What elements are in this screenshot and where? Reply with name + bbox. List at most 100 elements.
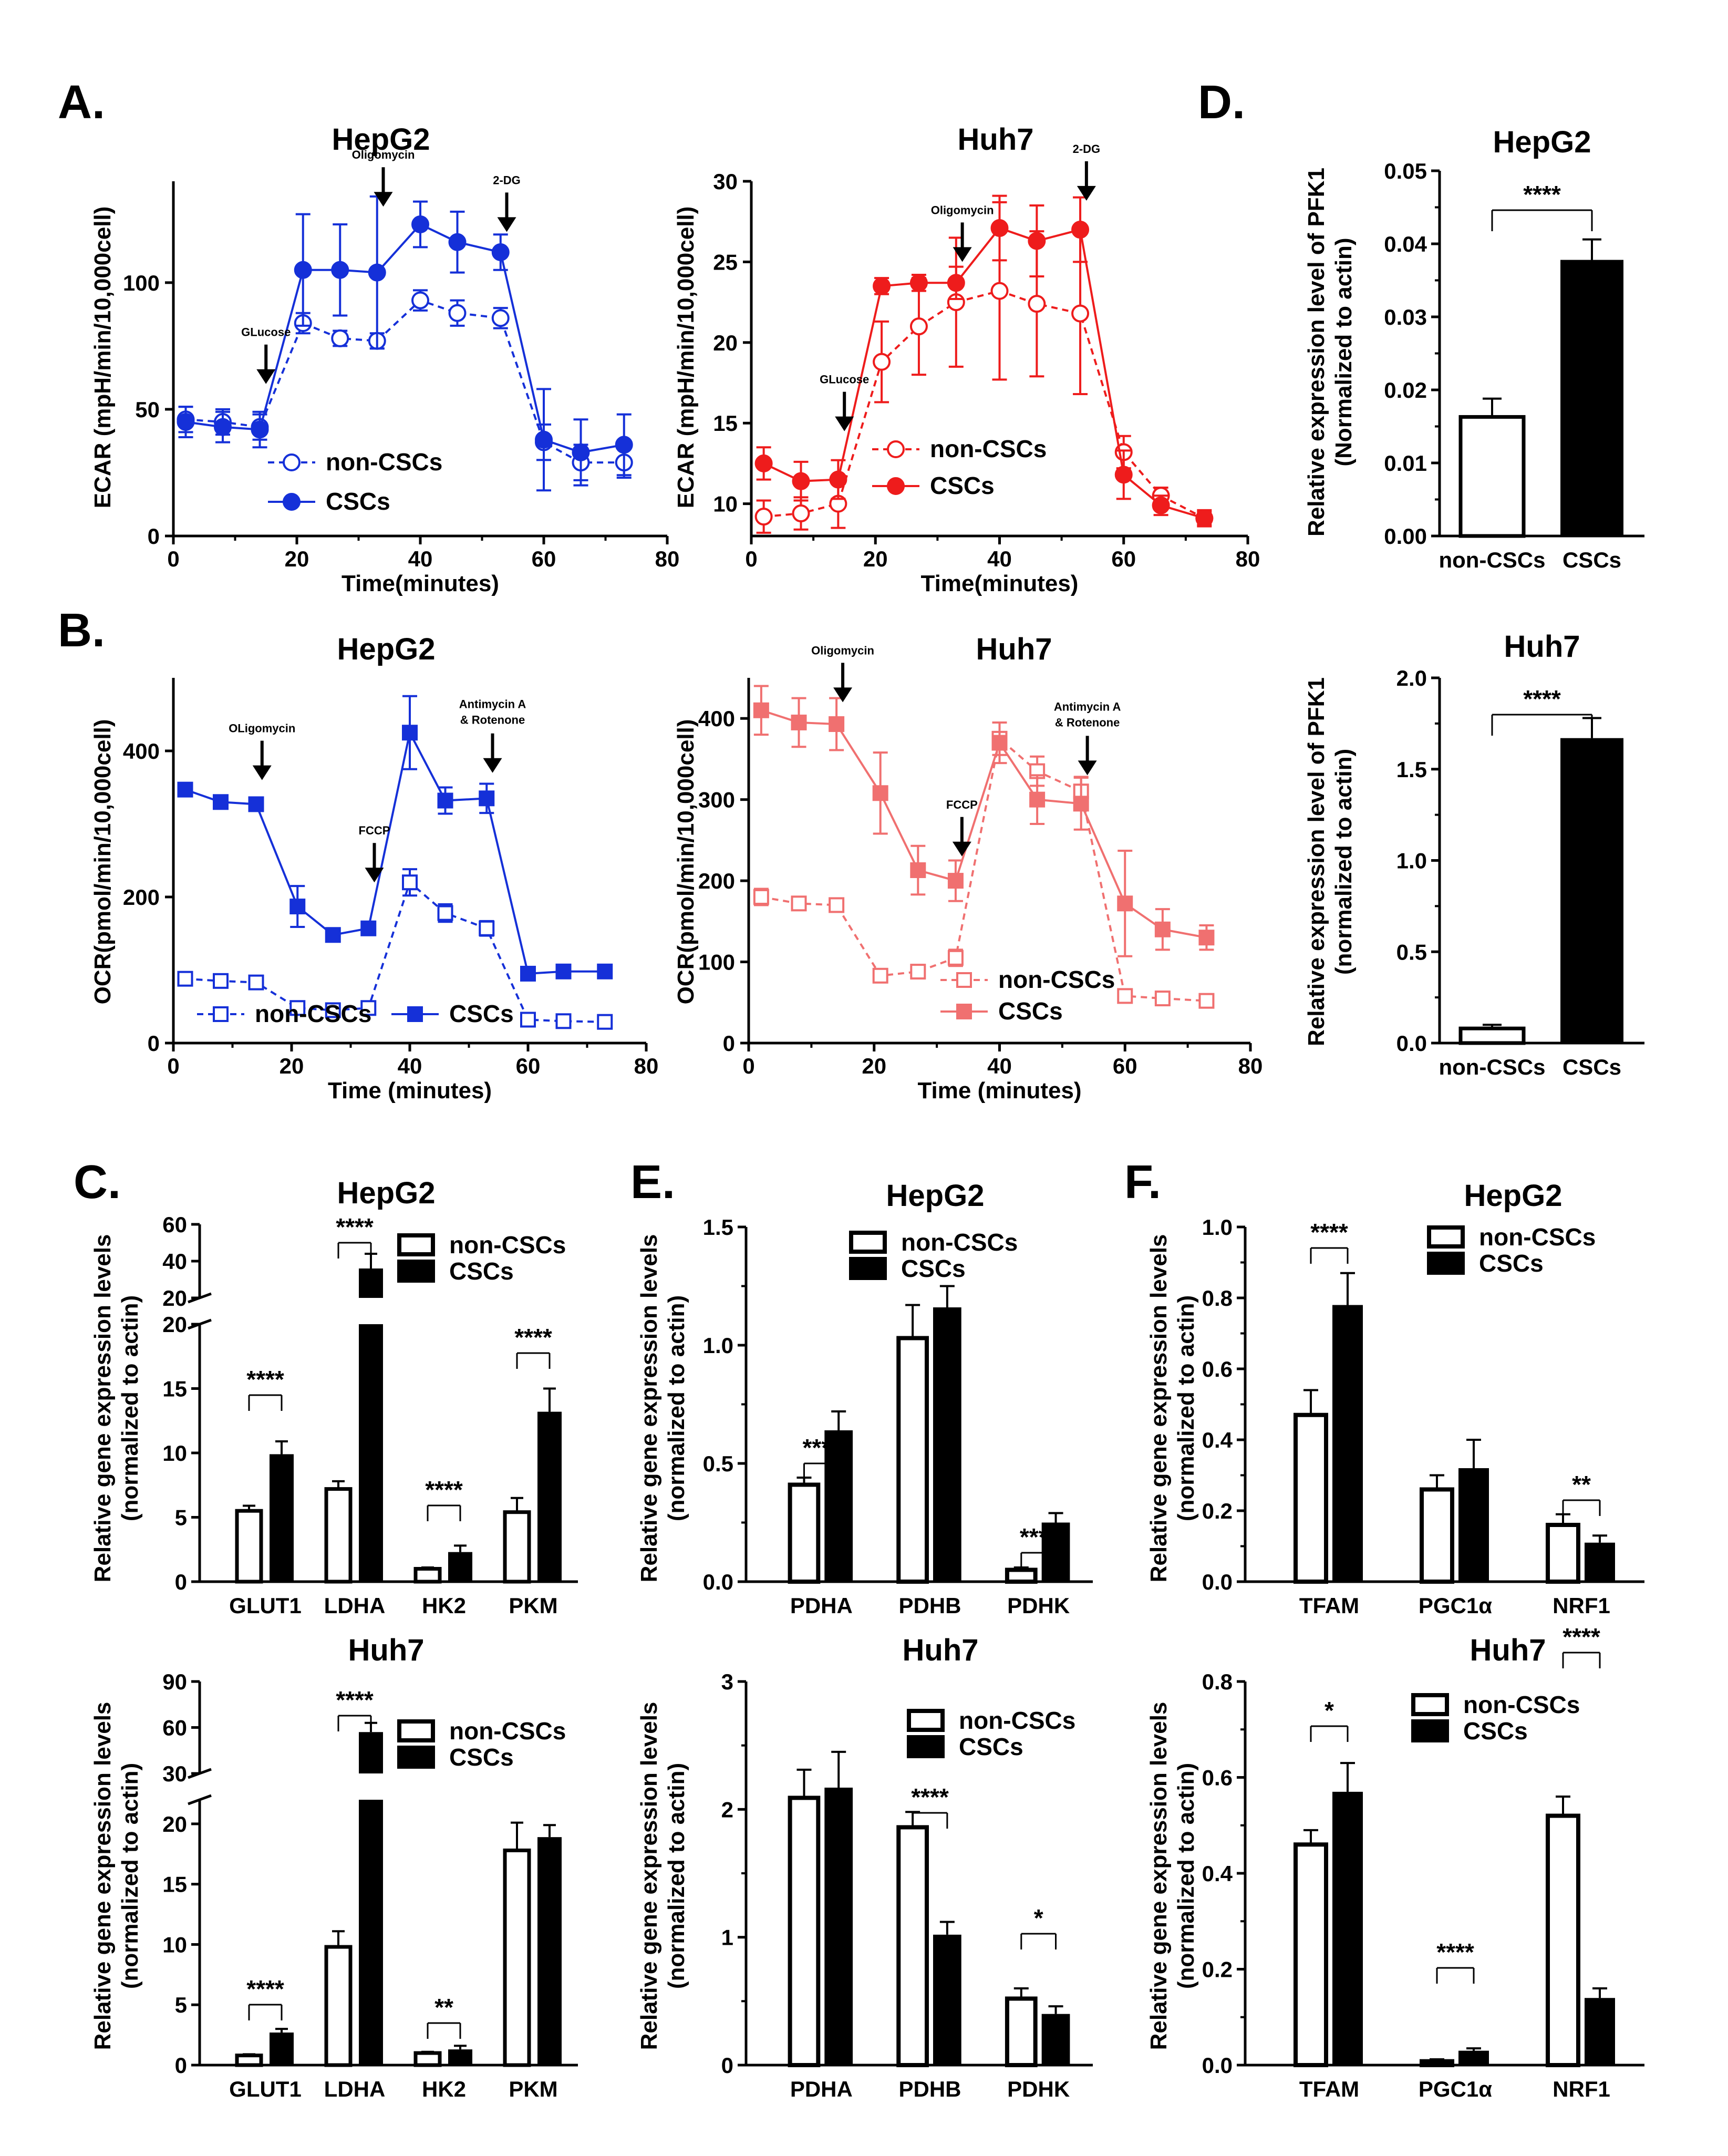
data-point	[294, 261, 312, 279]
x-tick-label: 40	[987, 1054, 1012, 1078]
category-label: TFAM	[1299, 2077, 1359, 2101]
y-axis-label-sub: (normalized to actin)	[1331, 749, 1357, 975]
x-axis-label: Time (minutes)	[917, 1078, 1081, 1103]
data-point	[177, 781, 193, 798]
y-tick-label: 0.5	[703, 1451, 733, 1476]
data-point	[491, 309, 510, 327]
category-label: non-CSCs	[1439, 1055, 1546, 1079]
bar-cscs	[1458, 2050, 1489, 2065]
bar-cscs-lower	[359, 1800, 383, 2065]
significance-label: *	[1325, 1697, 1334, 1724]
y-tick-label: 200	[123, 885, 160, 910]
y-tick-label: 400	[698, 706, 735, 731]
bar-cscs	[1560, 260, 1623, 537]
y-tick-label: 0.03	[1384, 305, 1427, 329]
annotation-label: OLigomycin	[229, 722, 295, 735]
legend-label: CSCs	[449, 1000, 514, 1027]
bar-non-cscs	[413, 1567, 442, 1584]
annotation-label: & Rotenone	[460, 714, 525, 727]
x-axis-label: Time (minutes)	[328, 1078, 492, 1103]
data-point	[1117, 895, 1133, 912]
x-tick-label: 20	[285, 546, 309, 571]
data-point	[872, 785, 888, 801]
x-tick-label: 80	[655, 546, 680, 571]
y-tick-label: 0	[175, 1570, 187, 1594]
data-point	[248, 974, 264, 991]
significance-label: ****	[425, 1476, 463, 1503]
panel-letter-a: A.	[58, 76, 105, 129]
x-tick-label: 60	[1111, 546, 1136, 571]
legend-swatch-non-cscs	[1411, 1693, 1449, 1716]
y-axis-label: ECAR (mpH/min/10,000cell)	[673, 207, 699, 509]
data-point	[990, 219, 1009, 237]
data-point	[491, 243, 510, 261]
y-axis-label: Relative expression level of PFK1	[1303, 168, 1329, 537]
y-tick-label: 0.8	[1202, 1286, 1233, 1311]
data-point	[520, 1012, 536, 1028]
annotation-label: Oligomycin	[352, 148, 415, 161]
data-point	[873, 353, 891, 371]
category-label: CSCs	[1563, 548, 1621, 572]
data-point	[1073, 796, 1089, 812]
annotation-label: 2-DG	[1073, 142, 1101, 156]
legend-label: non-CSCs	[959, 1707, 1075, 1734]
legend-label: non-CSCs	[255, 1000, 371, 1027]
data-point	[411, 291, 429, 310]
bar-cscs	[270, 1454, 294, 1582]
bar-cscs	[824, 1430, 853, 1582]
legend-label: non-CSCs	[1463, 1691, 1580, 1718]
y-tick-label: 0.00	[1384, 524, 1427, 549]
y-axis-label: Relative expression level of PFK1	[1303, 677, 1329, 1046]
bar-non-cscs	[503, 1510, 531, 1584]
y-tick-label: 2	[721, 1797, 733, 1822]
annotation-arrow-head	[953, 247, 972, 262]
bar-non-cscs	[324, 1945, 353, 2067]
series-line-non-cscs	[761, 737, 1207, 1002]
x-tick-label: 20	[280, 1054, 304, 1078]
x-tick-label: 0	[167, 1054, 179, 1078]
y-tick-label: 5	[175, 1505, 187, 1530]
chart-title: HepG2	[1464, 1179, 1563, 1213]
x-tick-label: 40	[398, 1054, 422, 1078]
data-point	[437, 792, 453, 809]
bar-cscs-upper	[359, 1732, 383, 1773]
annotation-label: Oligomycin	[811, 644, 874, 657]
chart-title: Huh7	[1504, 630, 1580, 664]
data-point	[248, 796, 264, 812]
y-tick-label: 30	[162, 1761, 187, 1786]
category-label: PGC1α	[1419, 1593, 1492, 1618]
bar-cscs	[270, 2033, 294, 2065]
bar-non-cscs	[1005, 1567, 1038, 1584]
data-point	[910, 862, 926, 879]
significance-label: **	[434, 1994, 453, 2021]
data-point	[754, 508, 773, 526]
panel-letter-f: F.	[1124, 1156, 1161, 1209]
bar-non-cscs	[1420, 1487, 1454, 1584]
legend-marker	[213, 1006, 229, 1022]
bar-cscs	[537, 1411, 562, 1582]
chart-title: Huh7	[348, 1633, 425, 1667]
annotation-label: 2-DG	[493, 173, 521, 187]
legend-label: CSCs	[1479, 1250, 1544, 1277]
y-tick-label: 0.6	[1202, 1766, 1233, 1790]
legend-label: CSCs	[449, 1744, 514, 1771]
legend-label: CSCs	[901, 1255, 966, 1282]
data-point	[909, 274, 928, 292]
x-tick-label: 80	[1236, 546, 1260, 571]
y-tick-label: 0.05	[1384, 159, 1427, 183]
legend-marker	[956, 1004, 972, 1019]
y-axis-label-sub: (normalized to actin)	[1173, 1763, 1199, 1989]
series-line-cscs	[184, 729, 605, 975]
legend-swatch-cscs	[397, 1746, 435, 1769]
annotation-label: Antimycin A	[459, 698, 526, 711]
bar-cscs	[1041, 2014, 1070, 2065]
legend-label: CSCs	[1463, 1717, 1528, 1745]
bar-cscs	[824, 1787, 853, 2065]
data-point	[289, 1000, 306, 1016]
data-point	[360, 920, 377, 936]
x-axis-label: Time(minutes)	[342, 571, 499, 596]
legend-swatch-cscs	[1427, 1252, 1465, 1275]
x-tick-label: 80	[634, 1054, 659, 1078]
category-label: PDHK	[1007, 2077, 1070, 2101]
bar-non-cscs	[1420, 2059, 1454, 2067]
